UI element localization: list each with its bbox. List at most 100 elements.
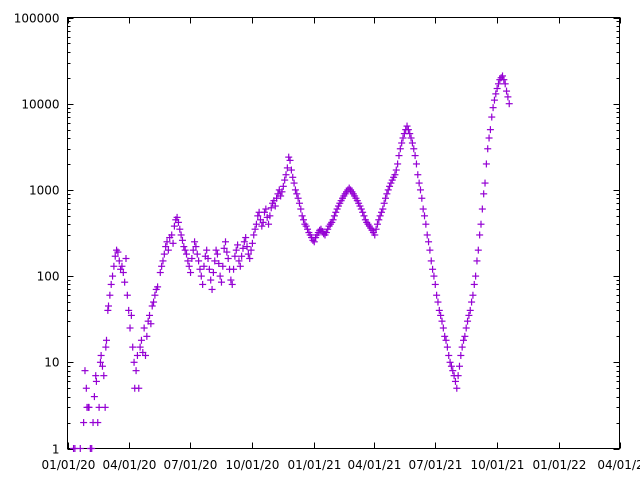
y-tick-label: 1000	[29, 184, 60, 198]
data-point	[195, 257, 203, 265]
data-point	[501, 80, 509, 88]
data-point	[333, 205, 341, 213]
data-point	[407, 134, 415, 142]
data-point	[422, 220, 430, 228]
data-point	[240, 238, 248, 246]
data-point	[151, 291, 159, 299]
data-point	[449, 367, 457, 375]
data-point	[473, 257, 481, 265]
data-point	[184, 257, 192, 265]
data-point	[94, 419, 102, 427]
data-point	[283, 164, 291, 172]
data-point	[163, 238, 171, 246]
data-point	[260, 208, 268, 216]
data-point	[130, 358, 138, 366]
data-point	[265, 220, 273, 228]
data-point	[160, 250, 168, 258]
data-point	[125, 306, 133, 314]
data-point	[212, 246, 220, 254]
data-point	[437, 311, 445, 319]
data-point	[100, 372, 108, 380]
data-point	[105, 302, 113, 310]
data-point	[197, 272, 205, 280]
data-point	[438, 317, 446, 325]
data-point	[446, 358, 454, 366]
data-point	[332, 208, 340, 216]
data-point	[162, 243, 170, 251]
data-point	[457, 351, 465, 359]
data-point	[136, 343, 144, 351]
data-point	[143, 332, 151, 340]
data-point	[357, 205, 365, 213]
data-point	[106, 291, 114, 299]
data-point	[282, 171, 290, 179]
data-point	[104, 306, 112, 314]
data-point	[376, 212, 384, 220]
x-tick-label: 07/01/20	[164, 458, 218, 472]
data-point	[442, 336, 450, 344]
data-point	[474, 246, 482, 254]
data-point	[242, 234, 250, 242]
data-point	[234, 241, 242, 249]
data-point	[135, 384, 143, 392]
data-point	[295, 199, 303, 207]
data-point	[469, 291, 477, 299]
data-point	[465, 311, 473, 319]
data-point	[123, 291, 131, 299]
data-point	[244, 250, 252, 258]
data-point	[196, 265, 204, 273]
data-point	[205, 265, 213, 273]
data-point	[418, 194, 426, 202]
data-point	[484, 145, 492, 153]
data-point	[458, 343, 466, 351]
data-point	[485, 134, 493, 142]
data-point	[92, 377, 100, 385]
data-point	[154, 283, 162, 291]
data-point	[290, 179, 298, 187]
data-point	[356, 202, 364, 210]
data-point	[170, 222, 178, 230]
data-point	[505, 100, 513, 108]
data-point	[248, 239, 256, 247]
data-point	[133, 351, 141, 359]
data-point	[137, 336, 145, 344]
data-point	[285, 153, 293, 161]
data-point	[219, 262, 227, 270]
data-point	[259, 218, 267, 226]
data-point	[455, 362, 463, 370]
data-point	[88, 445, 96, 452]
data-point	[490, 96, 498, 104]
data-point	[92, 372, 100, 380]
data-point	[80, 419, 88, 427]
data-point	[204, 255, 212, 263]
data-point	[488, 113, 496, 121]
data-point	[148, 302, 156, 310]
x-tick-label: 04/01/21	[348, 458, 402, 472]
data-point	[486, 126, 494, 134]
data-point	[291, 186, 299, 194]
data-point	[159, 257, 167, 265]
data-point	[156, 269, 164, 277]
data-point	[322, 229, 330, 237]
data-point	[489, 104, 497, 112]
data-point	[472, 272, 480, 280]
data-point	[252, 220, 260, 228]
data-point	[192, 243, 200, 251]
data-point	[279, 182, 287, 190]
data-point	[439, 324, 447, 332]
data-point	[243, 243, 251, 251]
data-point	[185, 262, 193, 270]
data-point	[220, 244, 228, 252]
y-tick-label: 10	[44, 356, 59, 370]
data-point	[384, 186, 392, 194]
data-point	[411, 152, 419, 160]
data-point	[293, 190, 301, 198]
data-point	[404, 126, 412, 134]
data-point	[177, 231, 185, 239]
data-point	[110, 262, 118, 270]
data-point	[81, 367, 89, 375]
data-point	[213, 250, 221, 258]
data-point	[254, 212, 262, 220]
data-point	[324, 225, 332, 233]
data-point	[375, 216, 383, 224]
